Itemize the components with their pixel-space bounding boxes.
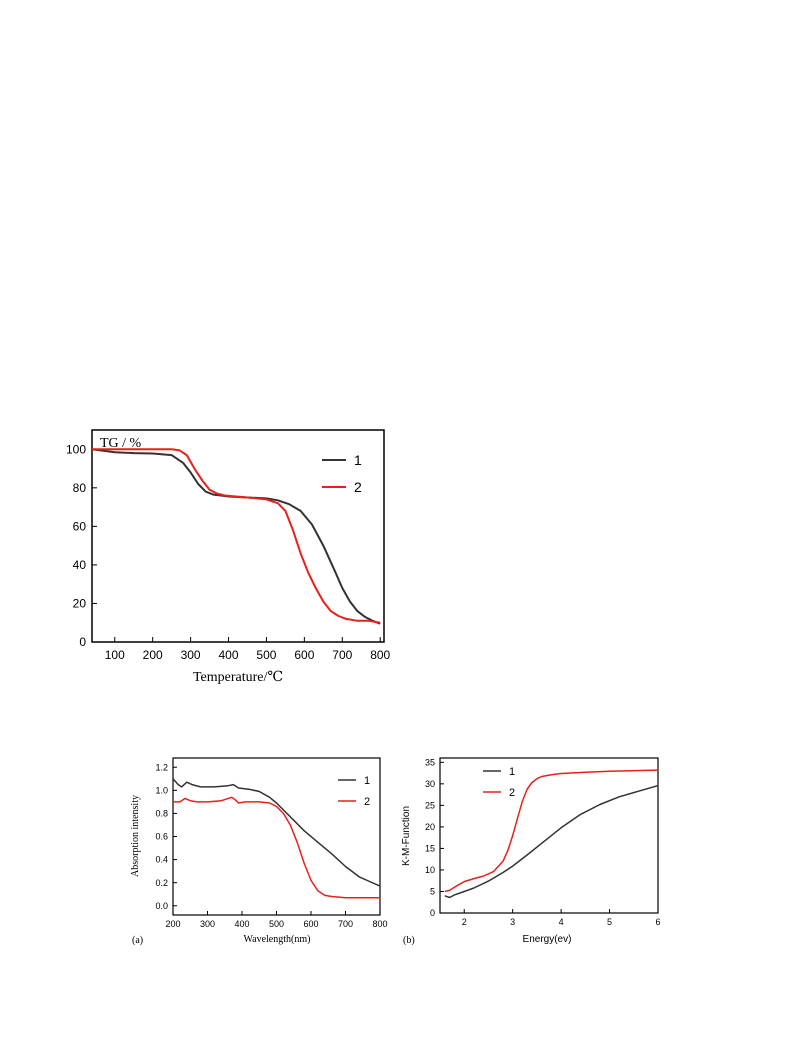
y-tick-label: 35 — [425, 757, 435, 767]
x-tick-label: 800 — [370, 648, 390, 662]
panel-label: (a) — [132, 935, 143, 946]
legend-label-1: 1 — [364, 775, 370, 787]
y-axis-label: TG / % — [100, 436, 142, 451]
x-tick-label: 500 — [256, 648, 276, 662]
km-function-chart-svg: 2 3 4 5 6 0 5 10 15 20 25 30 35 1 2 K-M-Function Energy(… — [401, 757, 661, 946]
series-line-2 — [444, 769, 658, 893]
x-tick-label: 700 — [332, 648, 352, 662]
y-tick-label: 40 — [73, 558, 87, 572]
series-line-2 — [92, 448, 381, 624]
legend-label-2: 2 — [509, 787, 515, 799]
absorption-chart-svg: 200 300 400 500 600 700 800 0.0 0.2 0.4 0.6 0.8 1.0 1… — [130, 757, 388, 946]
x-tick-label: 300 — [181, 648, 201, 662]
y-axis-label: K-M-Function — [401, 806, 412, 866]
x-tick-label: 3 — [510, 917, 515, 927]
legend-label-1: 1 — [354, 452, 362, 468]
x-axis-label: Temperature/℃ — [193, 670, 283, 685]
x-tick-label: 100 — [105, 648, 125, 662]
panel-label: (b) — [403, 935, 415, 946]
y-tick-label: 0.4 — [155, 855, 168, 865]
series-line-1 — [444, 784, 658, 899]
plot-frame — [91, 429, 385, 643]
x-tick-label: 5 — [607, 917, 612, 927]
y-tick-label: 80 — [73, 481, 87, 495]
y-tick-label: 0 — [79, 635, 86, 649]
x-tick-label: 600 — [294, 648, 314, 662]
x-tick-label: 400 — [234, 919, 249, 929]
plot-frame — [439, 757, 659, 914]
y-tick-label: 30 — [425, 779, 435, 789]
x-axis-label: Wavelength(nm) — [244, 934, 311, 945]
x-tick-label: 200 — [165, 919, 180, 929]
legend-label-2: 2 — [364, 796, 370, 808]
absorption-chart: 200 300 400 500 600 700 800 0.0 0.2 0.4 0.6 0.8 1.0 1… — [120, 748, 395, 958]
y-tick-label: 0.0 — [155, 901, 168, 911]
x-tick-label: 6 — [655, 917, 660, 927]
y-tick-label: 0.6 — [155, 832, 168, 842]
x-tick-label: 200 — [143, 648, 163, 662]
km-function-chart: 2 3 4 5 6 0 5 10 15 20 25 30 35 1 2 K-M-Function Energy(… — [395, 748, 675, 958]
x-tick-label: 500 — [269, 919, 284, 929]
x-tick-label: 400 — [219, 648, 239, 662]
series-line-2 — [173, 796, 380, 899]
x-tick-label: 800 — [372, 919, 387, 929]
y-tick-label: 1.2 — [155, 762, 168, 772]
y-tick-label: 25 — [425, 801, 435, 811]
x-tick-label: 700 — [338, 919, 353, 929]
y-tick-label: 10 — [425, 865, 435, 875]
y-tick-label: 0.2 — [155, 878, 168, 888]
x-tick-label: 600 — [303, 919, 318, 929]
x-tick-label: 2 — [462, 917, 467, 927]
series-line-1 — [92, 448, 381, 625]
series-line-1 — [173, 778, 380, 887]
y-tick-label: 15 — [425, 844, 435, 854]
y-tick-label: 20 — [425, 822, 435, 832]
legend-label-2: 2 — [354, 479, 362, 495]
y-axis-label: Absorption intensity — [130, 795, 141, 877]
legend-label-1: 1 — [509, 766, 515, 778]
y-tick-label: 100 — [66, 442, 86, 456]
x-tick-label: 4 — [559, 917, 564, 927]
y-tick-label: 1.0 — [155, 785, 168, 795]
tg-chart: 100 200 300 400 500 600 700 800 0 20 40 60 80 100 1 2 TG… — [40, 420, 391, 695]
y-tick-label: 5 — [430, 887, 435, 897]
y-tick-label: 0.8 — [155, 809, 168, 819]
y-tick-label: 20 — [73, 597, 87, 611]
x-tick-label: 300 — [200, 919, 215, 929]
tg-chart-svg: 100 200 300 400 500 600 700 800 0 20 40 60 80 100 1 2 TG… — [66, 429, 391, 685]
x-axis-label: Energy(ev) — [523, 934, 572, 945]
y-tick-label: 0 — [430, 908, 435, 918]
plot-frame — [172, 757, 381, 916]
y-tick-label: 60 — [73, 520, 87, 534]
